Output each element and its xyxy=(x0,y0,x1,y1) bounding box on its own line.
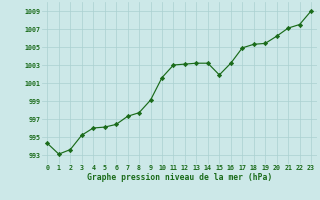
X-axis label: Graphe pression niveau de la mer (hPa): Graphe pression niveau de la mer (hPa) xyxy=(87,173,272,182)
